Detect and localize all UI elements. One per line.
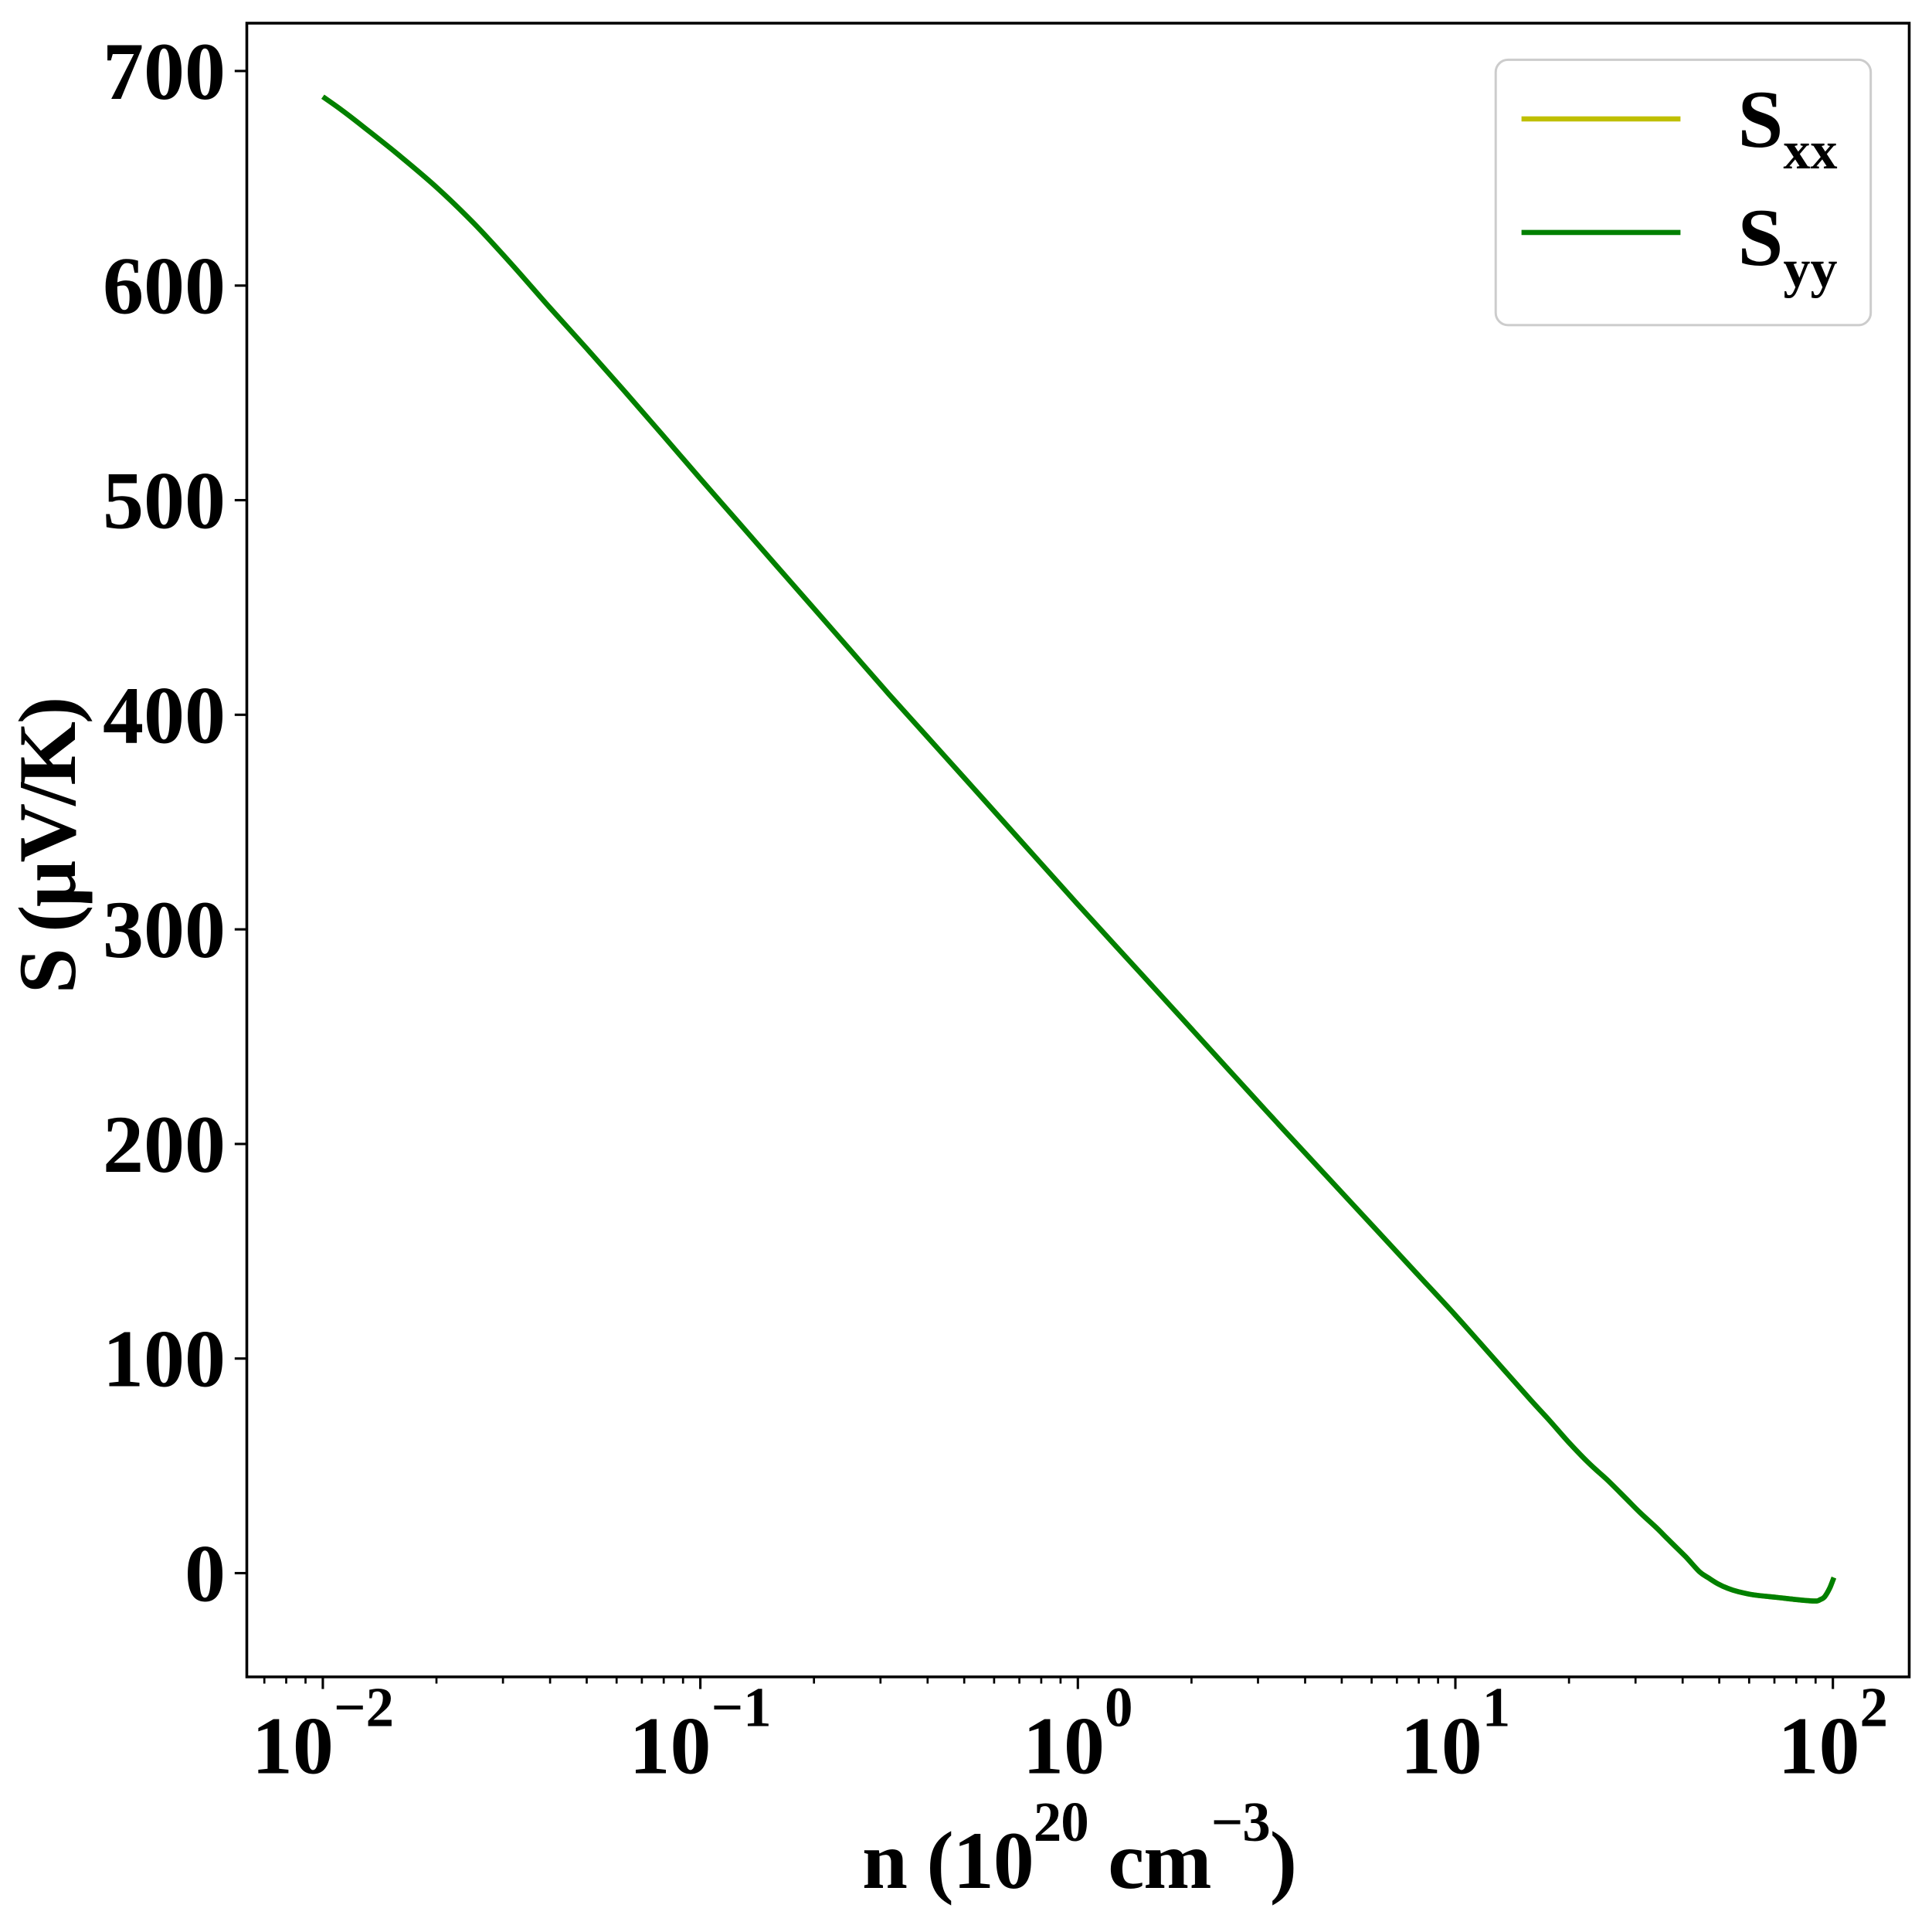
svg-text:S (µV/K): S (µV/K) <box>2 699 93 994</box>
svg-text:600: 600 <box>103 241 226 331</box>
svg-text:100: 100 <box>103 1314 226 1404</box>
svg-text:500: 500 <box>103 456 226 546</box>
svg-text:400: 400 <box>103 670 226 760</box>
svg-text:200: 200 <box>103 1099 226 1190</box>
svg-text:300: 300 <box>103 884 226 975</box>
svg-text:0: 0 <box>185 1529 226 1619</box>
svg-text:700: 700 <box>103 26 226 117</box>
